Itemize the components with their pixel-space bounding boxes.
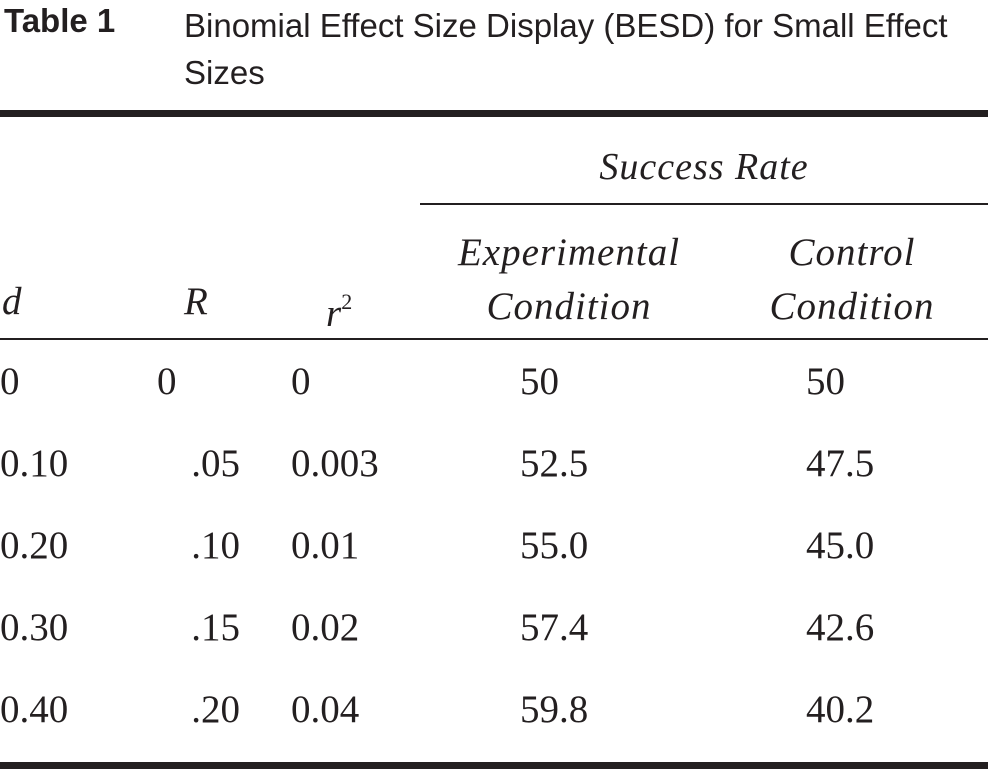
cell-r: .10 <box>191 524 240 567</box>
column-header-control: Control Condition <box>716 226 988 334</box>
control-header-line1: Control <box>788 231 916 274</box>
cell-control: 40.2 <box>806 688 875 731</box>
cell-r: .20 <box>191 688 240 731</box>
cell-d: 0.40 <box>0 688 69 731</box>
cell-r-squared: 0.003 <box>291 442 379 485</box>
cell-control: 42.6 <box>806 606 875 649</box>
column-header-d: d <box>2 280 22 323</box>
cell-experimental: 57.4 <box>520 606 589 649</box>
cell-control: 50 <box>806 360 845 403</box>
cell-control: 47.5 <box>806 442 875 485</box>
column-header-r-squared: r2 <box>326 280 352 336</box>
table-caption: Table 1 Binomial Effect Size Display (BE… <box>4 2 984 102</box>
cell-experimental: 52.5 <box>520 442 589 485</box>
top-rule <box>0 110 988 117</box>
cell-d: 0 <box>0 360 20 403</box>
cell-experimental: 50 <box>520 360 559 403</box>
cell-experimental: 55.0 <box>520 524 589 567</box>
table-title: Binomial Effect Size Display (BESD) for … <box>184 7 948 91</box>
control-header-line2: Condition <box>769 285 935 328</box>
spanner-rule <box>420 203 988 205</box>
experimental-header-line1: Experimental <box>457 231 681 274</box>
cell-d: 0.30 <box>0 606 69 649</box>
cell-r-squared: 0.02 <box>291 606 360 649</box>
cell-control: 45.0 <box>806 524 875 567</box>
success-rate-header: Success Rate <box>599 146 809 188</box>
cell-d: 0.10 <box>0 442 69 485</box>
table-number: Table 1 <box>4 2 116 39</box>
experimental-header-line2: Condition <box>486 285 652 328</box>
header-rule <box>0 338 988 340</box>
r-squared-base: r <box>326 292 342 335</box>
bottom-rule <box>0 762 988 769</box>
cell-r-squared: 0.04 <box>291 688 360 731</box>
r-squared-exponent: 2 <box>341 289 353 314</box>
column-header-r: R <box>184 280 208 323</box>
column-header-experimental: Experimental Condition <box>420 226 718 334</box>
cell-r-squared: 0 <box>291 360 311 403</box>
cell-r: .15 <box>191 606 240 649</box>
cell-r: 0 <box>157 360 177 403</box>
cell-r: .05 <box>191 442 240 485</box>
cell-experimental: 59.8 <box>520 688 589 731</box>
cell-d: 0.20 <box>0 524 69 567</box>
cell-r-squared: 0.01 <box>291 524 360 567</box>
